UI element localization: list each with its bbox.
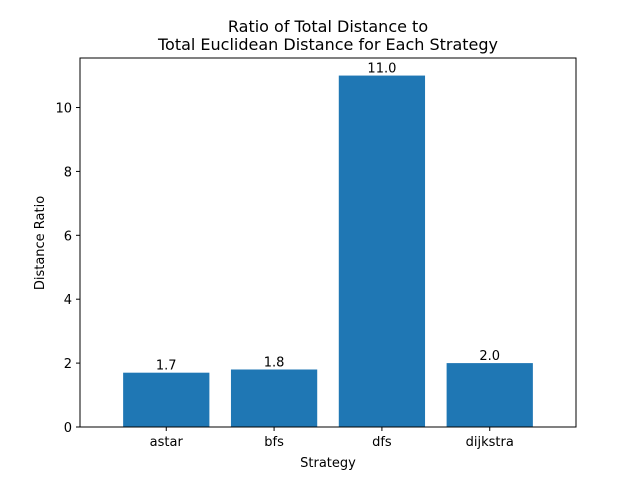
y-tick-label-10: 10 [55, 102, 72, 117]
plot-area: 0 2 4 6 8 10 astar bfs dfs dijkstra 1.7 1.8 11.0 2.0 [55, 57, 577, 450]
plot-frame [79, 57, 577, 428]
y-tick-label-0: 0 [64, 421, 72, 436]
bar-dfs [338, 75, 426, 428]
y-tick-label-8: 8 [64, 165, 72, 180]
data-label-dfs: 11.0 [367, 62, 396, 77]
x-tick-label-bfs: bfs [264, 435, 284, 450]
y-tick-label-6: 6 [64, 229, 72, 244]
chart-title-line-1: Ratio of Total Distance to [228, 17, 428, 36]
bar-bfs [230, 369, 318, 427]
data-label-dijkstra: 2.0 [479, 349, 500, 364]
x-tick-label-dfs: dfs [372, 435, 392, 450]
bar-astar [123, 372, 210, 427]
y-tick-label-2: 2 [64, 357, 72, 372]
x-tick-label-dijkstra: dijkstra [466, 435, 514, 450]
bar-dijkstra [446, 363, 533, 427]
x-tick-label-astar: astar [150, 435, 184, 450]
y-axis-label: Distance Ratio [33, 196, 48, 290]
chart-title-line-2: Total Euclidean Distance for Each Strate… [157, 35, 498, 54]
y-tick-label-4: 4 [64, 293, 72, 308]
data-label-bfs: 1.8 [264, 355, 285, 370]
data-label-astar: 1.7 [156, 359, 177, 374]
x-axis-label: Strategy [300, 456, 356, 471]
